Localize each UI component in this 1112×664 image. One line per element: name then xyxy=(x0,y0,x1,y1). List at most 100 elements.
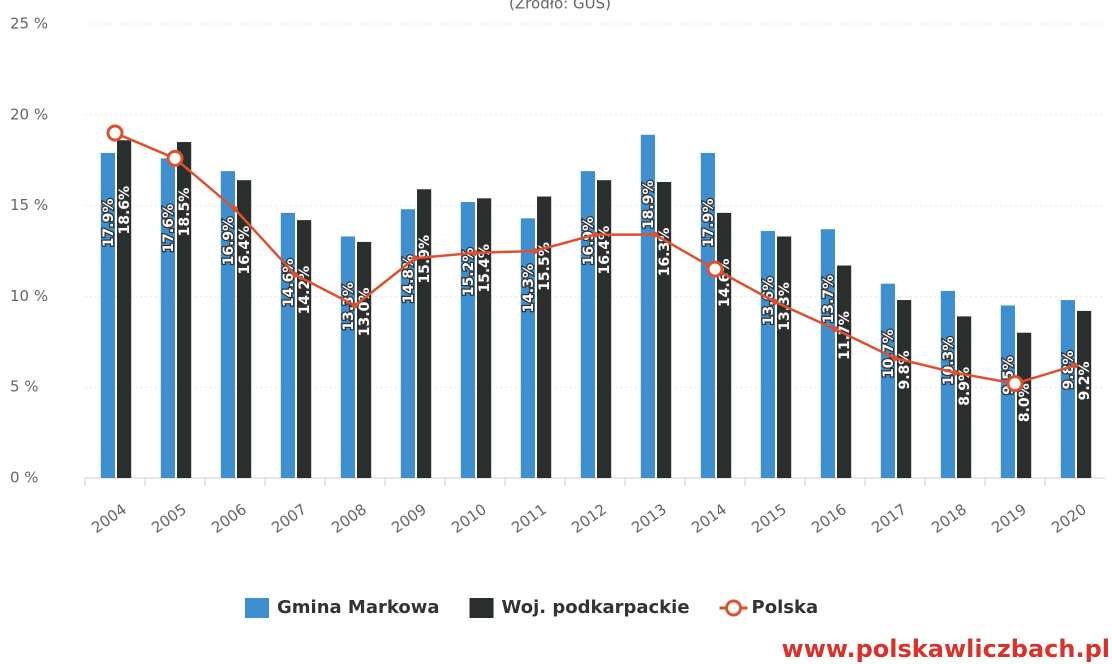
bar xyxy=(700,152,715,478)
data-label: 18.9% xyxy=(641,180,657,229)
bar xyxy=(220,171,235,478)
data-label: 18.6% xyxy=(117,186,133,235)
data-label: 17.9% xyxy=(701,199,717,248)
data-label: 16.3% xyxy=(657,228,673,277)
x-tick-label: 2009 xyxy=(388,500,430,537)
data-label: 16.9% xyxy=(581,217,597,266)
data-label: 15.4% xyxy=(477,244,493,293)
legend-swatch xyxy=(469,598,494,618)
data-label: 11.7% xyxy=(837,311,853,360)
source-url: www.polskawliczbach.pl xyxy=(782,635,1110,663)
x-tick-label: 2007 xyxy=(268,500,310,537)
line-marker xyxy=(106,124,124,142)
data-label: 16.4% xyxy=(237,226,253,275)
bar xyxy=(820,229,835,478)
bar xyxy=(1017,332,1032,478)
line-marker xyxy=(292,271,298,278)
y-tick-label: 25 % xyxy=(10,15,48,33)
bar xyxy=(400,209,415,478)
bar xyxy=(897,300,912,478)
data-label: 16.4% xyxy=(597,226,613,275)
line-marker xyxy=(532,248,538,254)
legend-label: Polska xyxy=(752,597,819,618)
x-tick-label: 2017 xyxy=(868,500,910,537)
legend-swatch xyxy=(245,598,269,618)
bar xyxy=(520,218,535,478)
bar xyxy=(117,140,132,478)
x-tick-label: 2011 xyxy=(508,500,550,537)
line-marker xyxy=(892,355,898,362)
line-marker xyxy=(1072,362,1078,369)
data-label: 9.8% xyxy=(1061,351,1077,390)
bar xyxy=(580,171,595,478)
legend-label: Gmina Markowa xyxy=(277,597,440,618)
bar xyxy=(1060,300,1075,478)
data-label: 14.3% xyxy=(521,264,537,313)
y-tick-label: 10 % xyxy=(10,287,48,305)
x-tick-label: 2019 xyxy=(988,500,1030,537)
data-label: 17.6% xyxy=(161,204,177,253)
bar xyxy=(460,201,475,478)
x-tick-label: 2016 xyxy=(808,500,850,537)
bar xyxy=(880,283,895,478)
data-label: 10.3% xyxy=(941,337,957,386)
x-tick-label: 2006 xyxy=(208,500,250,537)
data-label: 9.2% xyxy=(1077,362,1093,401)
data-label: 14.2% xyxy=(297,266,313,315)
line-marker xyxy=(952,369,958,376)
line-marker xyxy=(232,206,238,213)
data-label: 9.8% xyxy=(897,351,913,390)
bar xyxy=(537,196,552,478)
line-marker xyxy=(592,231,598,238)
data-label: 13.6% xyxy=(761,277,777,326)
bar xyxy=(837,265,852,478)
line-marker xyxy=(352,302,358,309)
data-label: 15.5% xyxy=(537,242,553,291)
data-label: 13.7% xyxy=(821,275,837,324)
data-label: 8.0% xyxy=(1017,383,1033,422)
bar xyxy=(280,212,295,478)
bar xyxy=(340,236,355,478)
bar xyxy=(940,290,955,478)
data-label: 16.9% xyxy=(221,217,237,266)
x-tick-label: 2020 xyxy=(1048,500,1090,537)
x-tick-label: 2012 xyxy=(568,500,610,537)
data-label: 18.5% xyxy=(177,188,193,237)
bar xyxy=(777,236,792,478)
x-tick-label: 2004 xyxy=(88,500,130,537)
bar xyxy=(1000,305,1015,478)
bar xyxy=(957,316,972,478)
line-marker xyxy=(166,149,184,167)
bar xyxy=(717,212,732,478)
legend-label: Woj. podkarpackie xyxy=(502,597,690,618)
y-tick-label: 15 % xyxy=(10,196,48,214)
x-tick-label: 2005 xyxy=(148,500,190,537)
data-label: 10.7% xyxy=(881,329,897,378)
bar xyxy=(477,198,492,478)
data-label: 17.9% xyxy=(101,199,117,248)
bar xyxy=(597,180,612,478)
y-tick-label: 20 % xyxy=(10,105,48,123)
legend-marker xyxy=(725,599,743,617)
bar xyxy=(640,134,655,478)
line-marker xyxy=(772,298,778,305)
data-label: 14.6% xyxy=(281,259,297,308)
bar xyxy=(177,142,192,479)
bar xyxy=(657,181,672,478)
chart-subtitle: (Źródło: GUS) xyxy=(509,0,611,13)
bar xyxy=(357,241,372,478)
x-tick-label: 2014 xyxy=(688,500,730,537)
x-tick-label: 2008 xyxy=(328,500,370,537)
y-tick-label: 5 % xyxy=(10,378,39,396)
bar xyxy=(237,180,252,478)
line-marker xyxy=(1006,375,1024,393)
line-marker xyxy=(652,231,658,238)
bar xyxy=(417,189,432,479)
line-marker xyxy=(832,326,838,333)
data-label: 15.2% xyxy=(461,248,477,297)
bar xyxy=(297,220,312,479)
bar xyxy=(1077,310,1092,478)
data-label: 15.9% xyxy=(417,235,433,284)
bar xyxy=(160,158,175,478)
